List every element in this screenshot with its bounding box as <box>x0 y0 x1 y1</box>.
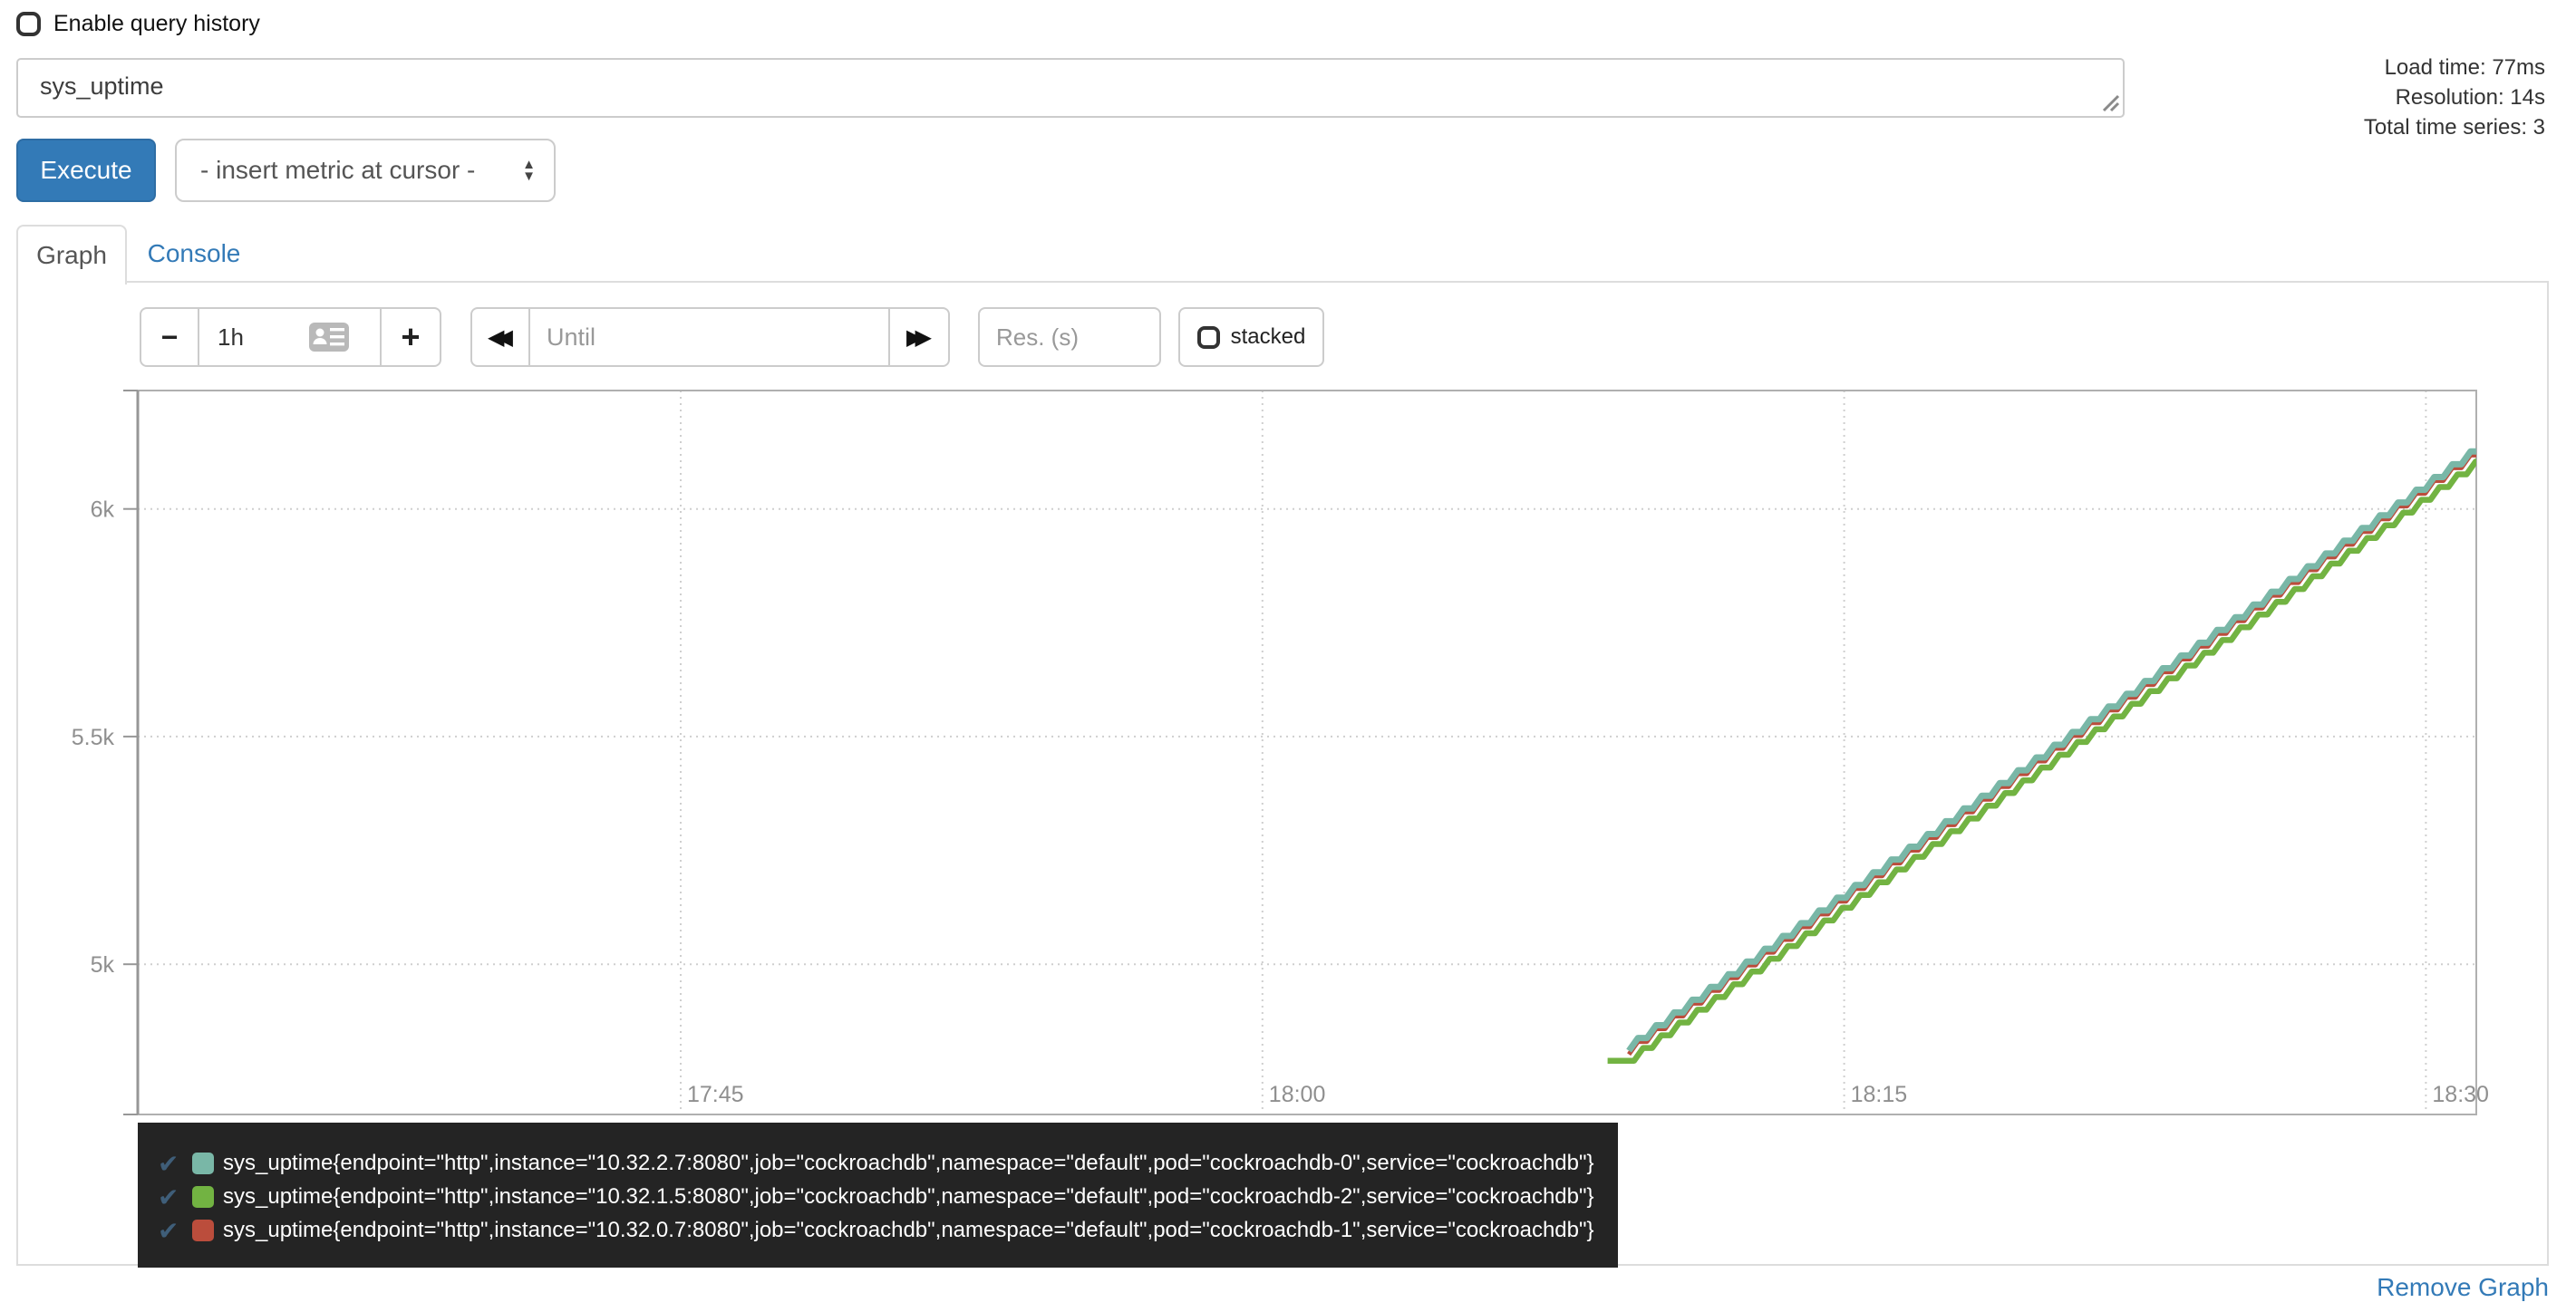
svg-text:6k: 6k <box>91 497 115 523</box>
resize-handle-icon[interactable] <box>2098 91 2120 112</box>
insert-metric-select[interactable]: - insert metric at cursor - ▲ ▼ <box>175 139 556 202</box>
svg-text:17:45: 17:45 <box>687 1082 744 1107</box>
query-input[interactable]: sys_uptime <box>16 58 2125 118</box>
legend-item[interactable]: ✔ sys_uptime{endpoint="http",instance="10… <box>158 1214 1618 1248</box>
legend-check-icon: ✔ <box>158 1149 179 1178</box>
stacked-checkbox[interactable] <box>1196 325 1220 349</box>
query-history-label: Enable query history <box>53 11 260 36</box>
resolution: Resolution: 14s <box>2395 85 2545 110</box>
datetime-picker-icon[interactable] <box>308 322 350 352</box>
legend-check-icon: ✔ <box>158 1216 179 1245</box>
execute-button[interactable]: Execute <box>16 139 156 202</box>
legend-label: sys_uptime{endpoint="http",instance="10.… <box>223 1151 1594 1175</box>
legend-item[interactable]: ✔ sys_uptime{endpoint="http",instance="10… <box>158 1147 1618 1181</box>
svg-text:18:15: 18:15 <box>1851 1082 1908 1107</box>
range-increase-button[interactable]: + <box>380 307 441 367</box>
range-input-wrap <box>198 307 382 367</box>
tab-graph[interactable]: Graph <box>16 225 127 285</box>
range-control-group: − + <box>140 307 441 367</box>
series-line <box>1626 448 2476 1053</box>
until-input[interactable] <box>528 307 890 367</box>
legend-item[interactable]: ✔ sys_uptime{endpoint="http",instance="10… <box>158 1181 1618 1214</box>
svg-text:18:00: 18:00 <box>1269 1082 1326 1107</box>
legend-swatch <box>192 1153 214 1174</box>
legend-label: sys_uptime{endpoint="http",instance="10.… <box>223 1218 1594 1242</box>
svg-text:5k: 5k <box>91 952 115 978</box>
load-time: Load time: 77ms <box>2384 55 2545 80</box>
tab-console[interactable]: Console <box>147 239 241 267</box>
time-back-button[interactable]: ◀◀ <box>470 307 530 367</box>
series-line <box>1607 458 2476 1064</box>
chart-legend: ✔ sys_uptime{endpoint="http",instance="10… <box>138 1123 1618 1268</box>
remove-graph-link[interactable]: Remove Graph <box>2377 1273 2549 1301</box>
range-decrease-button[interactable]: − <box>140 307 199 367</box>
query-input-wrap: sys_uptime <box>16 58 2125 118</box>
svg-text:18:30: 18:30 <box>2432 1082 2489 1107</box>
legend-swatch <box>192 1186 214 1208</box>
enable-query-history-row[interactable]: Enable query history <box>16 11 260 37</box>
resolution-input[interactable] <box>978 307 1161 367</box>
svg-text:5.5k: 5.5k <box>72 725 115 750</box>
legend-swatch <box>192 1220 214 1241</box>
until-control-group: ◀◀ ▶▶ <box>470 307 950 367</box>
legend-check-icon: ✔ <box>158 1182 179 1211</box>
stacked-label: stacked <box>1230 324 1306 349</box>
insert-metric-select-value: - insert metric at cursor - <box>200 156 476 184</box>
query-history-checkbox[interactable] <box>16 12 41 36</box>
query-stats: Load time: 77ms Resolution: 14s Total ti… <box>2364 53 2545 142</box>
select-arrows-icon: ▲ ▼ <box>522 157 536 184</box>
stacked-toggle[interactable]: stacked <box>1178 307 1324 367</box>
uptime-chart[interactable]: 17:45 18:00 18:15 18:30 5k 5.5k 6k <box>18 283 2547 1268</box>
time-forward-button[interactable]: ▶▶ <box>888 307 950 367</box>
total-time-series: Total time series: 3 <box>2363 115 2545 140</box>
legend-label: sys_uptime{endpoint="http",instance="10.… <box>223 1184 1594 1209</box>
range-input[interactable] <box>199 311 308 363</box>
